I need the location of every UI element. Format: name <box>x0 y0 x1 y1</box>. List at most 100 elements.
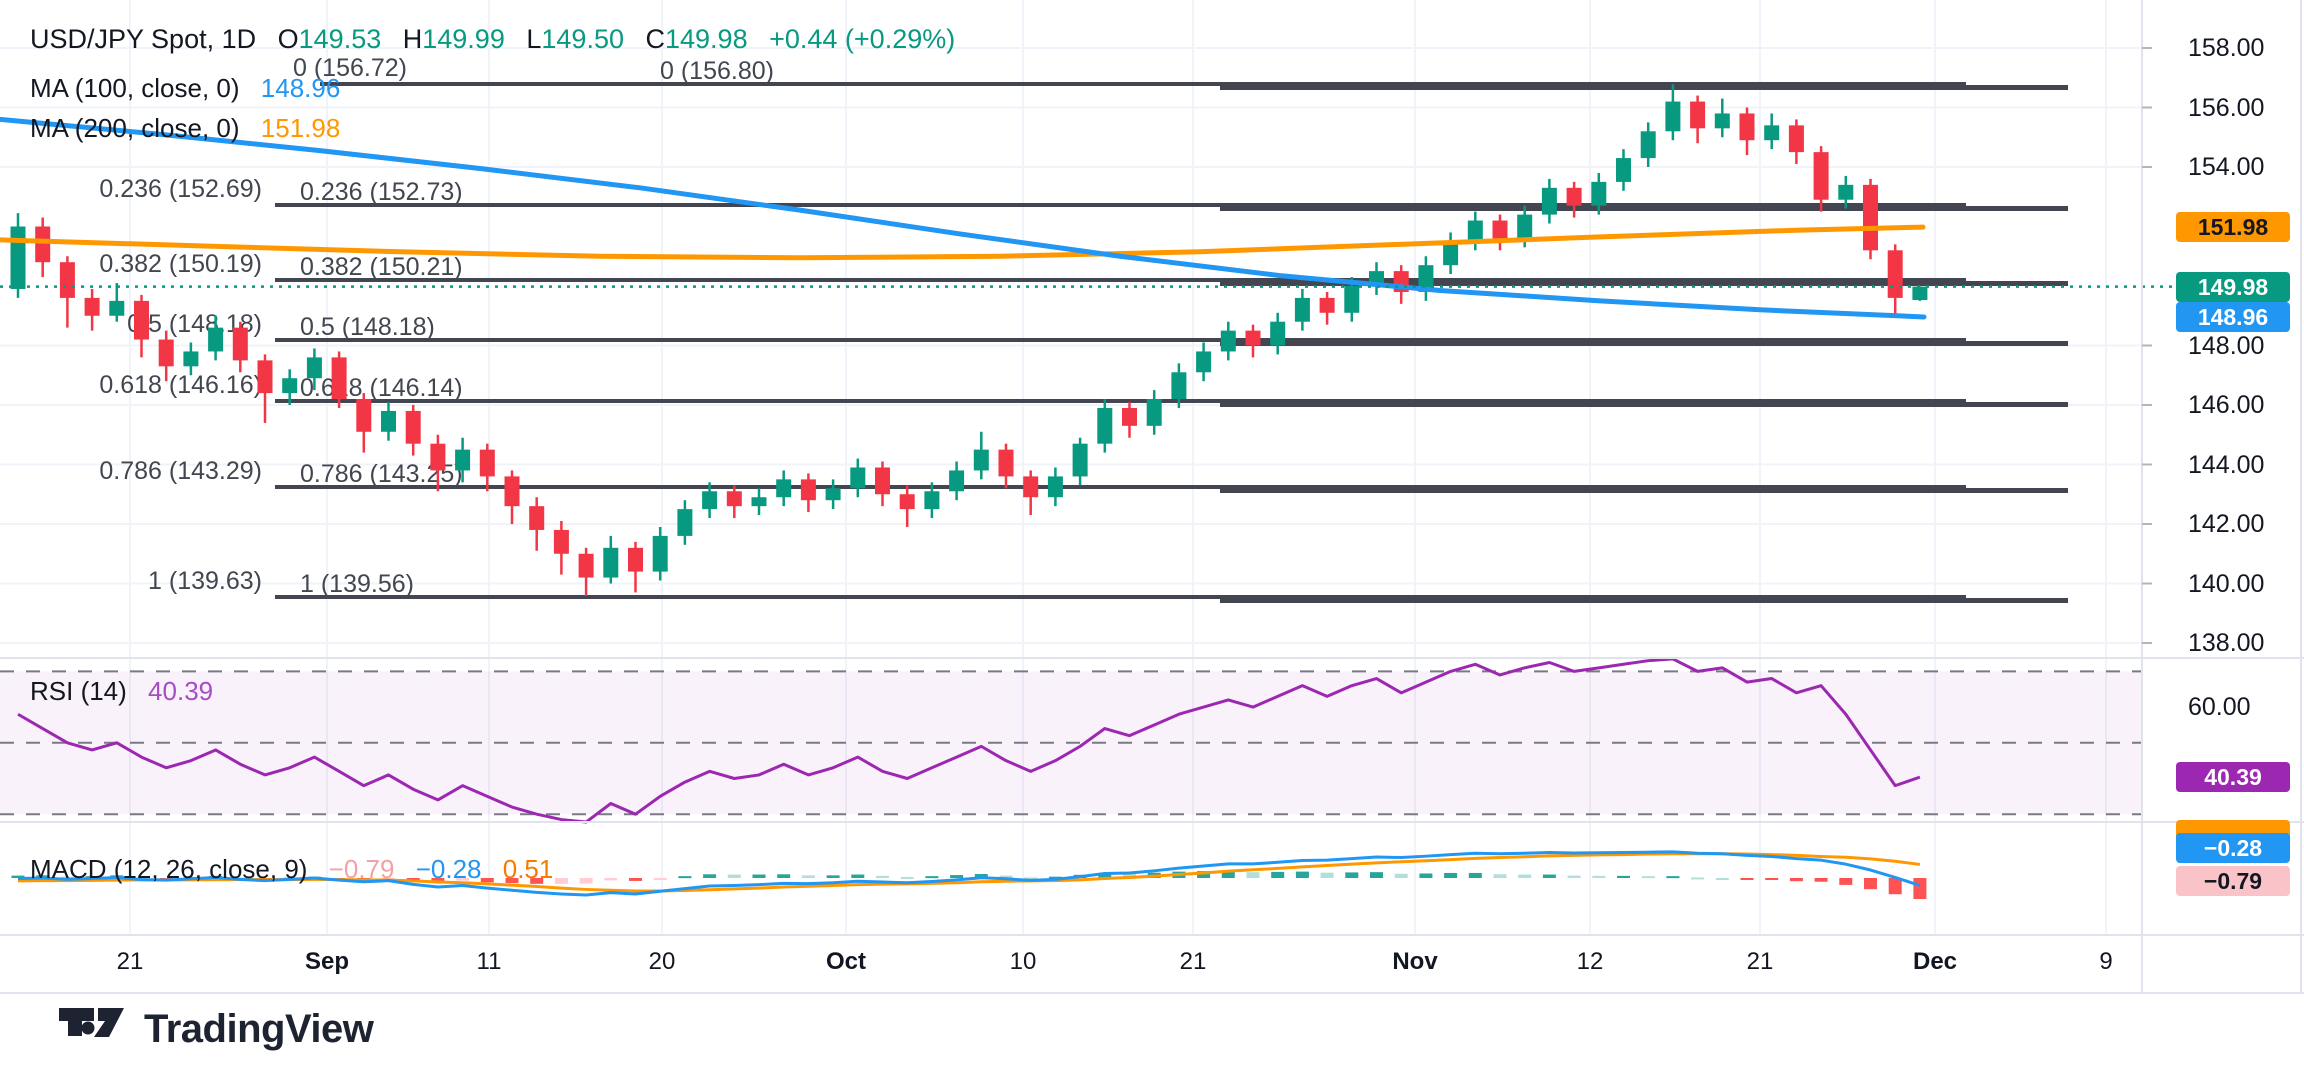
price-axis-label: 154.00 <box>2188 153 2265 181</box>
fib-line <box>1220 206 2068 211</box>
fib-line <box>1220 341 2068 346</box>
candle-body <box>1171 372 1187 400</box>
macd-histogram-bar <box>480 878 494 883</box>
price-axis-label: 146.00 <box>2188 391 2265 419</box>
macd-histogram-bar <box>1765 878 1779 880</box>
macd-legend[interactable]: MACD (12, 26, close, 9) −0.79 −0.28 0.51 <box>30 854 553 885</box>
macd-hist-value: −0.79 <box>328 854 395 884</box>
fib-label: 0 (156.72) <box>293 54 407 82</box>
macd-histogram-bar <box>1271 871 1285 878</box>
candle-body <box>1838 184 1854 200</box>
rsi-legend[interactable]: RSI (14) 40.39 <box>30 676 213 707</box>
macd-histogram-bar <box>1542 874 1556 878</box>
candle-body <box>1517 214 1533 239</box>
fib-label: 1 (139.63) <box>148 567 262 595</box>
macd-histogram-bar <box>1370 872 1383 878</box>
macd-histogram-bar <box>1048 876 1062 879</box>
ma200-label: MA (200, close, 0) <box>30 113 240 143</box>
macd-histogram-bar <box>1468 872 1482 878</box>
candle-body <box>183 351 199 367</box>
fib-label: 0.236 (152.73) <box>300 178 463 206</box>
candle-body <box>59 262 75 298</box>
candle-body <box>1023 476 1039 498</box>
candle-body <box>1146 399 1162 426</box>
tradingview-logo[interactable]: TradingView <box>58 1006 374 1052</box>
high-label: H <box>402 24 423 54</box>
last-price-badge: 149.98 <box>2176 272 2290 302</box>
macd-histogram-bar <box>826 875 840 878</box>
macd-histogram-bar <box>876 875 889 878</box>
candle-body <box>702 491 718 510</box>
fib-line <box>275 595 1966 599</box>
candle-body <box>875 467 890 495</box>
fib-line <box>1220 598 2068 603</box>
candle-body <box>257 360 273 394</box>
candle-body <box>553 529 569 554</box>
macd-histogram-bar <box>1740 878 1754 880</box>
candle-body <box>1616 158 1631 182</box>
macd-histogram-bar <box>554 878 568 884</box>
price-axis-label: 142.00 <box>2188 510 2265 538</box>
macd-histogram-bar <box>1098 872 1112 878</box>
macd-hist-badge: −0.79 <box>2176 866 2290 896</box>
symbol-legend[interactable]: USD/JPY Spot, 1D O149.53 H149.99 L149.50… <box>30 24 955 55</box>
macd-histogram-bar <box>703 874 717 878</box>
fib-label: 0 (156.80) <box>660 57 774 85</box>
candle-body <box>35 226 51 263</box>
fib-line <box>275 485 1966 489</box>
candle-body <box>381 410 396 432</box>
ma100-line <box>0 116 1927 320</box>
candle-body <box>1220 330 1236 352</box>
open-value: 149.53 <box>298 24 382 54</box>
candle-body <box>10 226 26 289</box>
ma200-value: 151.98 <box>260 113 341 143</box>
macd-histogram-bar <box>629 878 642 881</box>
symbol-title: USD/JPY Spot, 1D <box>30 24 257 54</box>
candle-body <box>1591 181 1607 206</box>
candle-body <box>208 327 224 352</box>
candle-body <box>1097 407 1113 444</box>
candle-body <box>1122 407 1137 426</box>
macd-histogram-bar <box>1024 877 1038 880</box>
rsi-label: RSI (14) <box>30 676 127 706</box>
macd-histogram-bar <box>1592 875 1606 878</box>
candle-body <box>158 339 174 367</box>
macd-histogram-bar <box>1197 871 1211 878</box>
fib-label: 0.382 (150.19) <box>99 250 262 278</box>
macd-histogram-bar <box>530 878 544 884</box>
fib-label: 0.618 (146.14) <box>300 374 463 402</box>
macd-histogram-bar <box>1617 875 1630 878</box>
candle-body <box>578 553 594 578</box>
time-axis-label: 9 <box>2099 948 2113 975</box>
open-label: O <box>277 24 299 54</box>
macd-histogram-bar <box>1888 878 1902 895</box>
candle-body <box>1665 101 1681 132</box>
macd-signal-value: 0.51 <box>502 854 554 884</box>
fib-line <box>275 399 1966 403</box>
macd-histogram-bar <box>1221 870 1235 878</box>
macd-histogram-bar <box>1295 871 1309 878</box>
macd-histogram-bar <box>456 878 470 881</box>
macd-histogram-bar <box>11 875 25 878</box>
macd-histogram-bar <box>1567 875 1581 878</box>
macd-histogram-bar <box>900 876 914 879</box>
time-axis-label: 21 <box>116 948 144 975</box>
macd-histogram-bar <box>1394 873 1408 878</box>
macd-histogram-bar <box>851 874 865 878</box>
close-label: C <box>645 24 666 54</box>
candle-body <box>603 547 619 578</box>
candle-body <box>1467 220 1483 242</box>
close-value: 149.98 <box>665 24 748 54</box>
candle-body <box>134 300 149 340</box>
candle-body <box>1640 131 1656 159</box>
price-axis-label: 158.00 <box>2188 34 2265 62</box>
fib-label: 0.382 (150.21) <box>300 253 463 281</box>
fib-label: 0.786 (143.29) <box>99 457 262 485</box>
candle-body <box>455 449 471 471</box>
macd-histogram-bar <box>579 878 593 884</box>
candle-body <box>1690 101 1706 129</box>
ma100-legend[interactable]: MA (100, close, 0) 148.96 <box>30 73 340 104</box>
time-axis-label: 20 <box>648 948 676 975</box>
ma200-legend[interactable]: MA (200, close, 0) 151.98 <box>30 113 340 144</box>
